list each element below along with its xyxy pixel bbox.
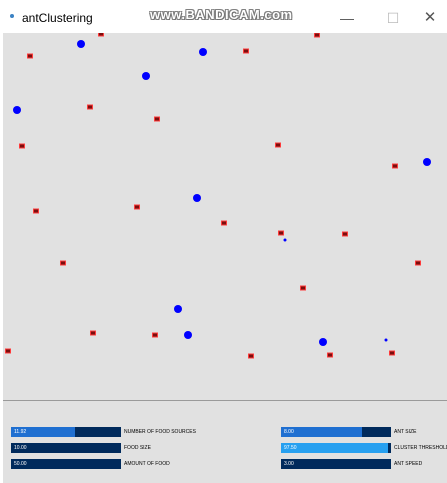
food-source: [193, 194, 201, 202]
ant-speed-label: ANT SPEED: [394, 461, 423, 467]
food-sources-label: NUMBER OF FOOD SOURCES: [124, 429, 196, 435]
amount-of-food-slider[interactable]: 50.00: [11, 459, 121, 469]
window-title: antClustering: [22, 11, 93, 25]
cluster-threshold-slider[interactable]: 97.50: [281, 443, 391, 453]
ant: [19, 143, 25, 149]
ant: [243, 48, 249, 54]
simulation-canvas[interactable]: [3, 33, 447, 400]
bandicam-watermark: www.BANDICAM.com: [150, 7, 293, 22]
ant: [33, 208, 39, 214]
food-source: [199, 48, 207, 56]
slider-fill: [11, 427, 75, 437]
minimize-button[interactable]: —: [340, 10, 354, 26]
slider-value: 11.92: [14, 429, 27, 435]
ant: [300, 285, 306, 291]
ant-size-slider[interactable]: 8.00: [281, 427, 391, 437]
ant: [221, 220, 227, 226]
ant: [392, 163, 398, 169]
ant: [415, 260, 421, 266]
food-source: [142, 72, 150, 80]
slider-value: 3.00: [284, 461, 294, 467]
ant: [98, 33, 104, 37]
control-panel: 11.92 NUMBER OF FOOD SOURCES 10.00 FOOD …: [3, 400, 447, 483]
slider-fill: [281, 427, 363, 437]
food-source: [13, 106, 21, 114]
food-source: [184, 331, 192, 339]
food-source: [283, 238, 287, 242]
app-icon: [10, 14, 14, 18]
slider-value: 8.00: [284, 429, 294, 435]
ant: [278, 230, 284, 236]
ant: [314, 33, 320, 38]
food-source: [77, 40, 85, 48]
title-bar: antClustering www.BANDICAM.com — ☐ ✕: [0, 0, 447, 33]
slider-value: 50.00: [14, 461, 27, 467]
ant: [87, 104, 93, 110]
slider-value: 97.50: [284, 445, 297, 451]
ant: [389, 350, 395, 356]
ant-size-label: ANT SIZE: [394, 429, 417, 435]
ant: [27, 53, 33, 59]
ant: [154, 116, 160, 122]
ant: [152, 332, 158, 338]
slider-fill: [281, 443, 389, 453]
ant-speed-slider[interactable]: 3.00: [281, 459, 391, 469]
ant: [275, 142, 281, 148]
food-source: [423, 158, 431, 166]
simulation-svg: [5, 33, 431, 359]
close-button[interactable]: ✕: [423, 9, 437, 26]
ant: [60, 260, 66, 266]
ant: [248, 353, 254, 359]
food-size-slider[interactable]: 10.00: [11, 443, 121, 453]
ant: [134, 204, 140, 210]
ant: [342, 231, 348, 237]
ant: [327, 352, 333, 358]
food-size-label: FOOD SIZE: [124, 445, 151, 451]
amount-of-food-label: AMOUNT OF FOOD: [124, 461, 170, 467]
maximize-button[interactable]: ☐: [386, 10, 400, 26]
food-source: [319, 338, 327, 346]
food-sources-slider[interactable]: 11.92: [11, 427, 121, 437]
food-source: [174, 305, 182, 313]
slider-value: 10.00: [14, 445, 27, 451]
ant: [90, 330, 96, 336]
ant: [5, 348, 11, 354]
cluster-threshold-label: CLUSTER THRESHOLD: [394, 445, 447, 451]
food-source: [384, 338, 388, 342]
